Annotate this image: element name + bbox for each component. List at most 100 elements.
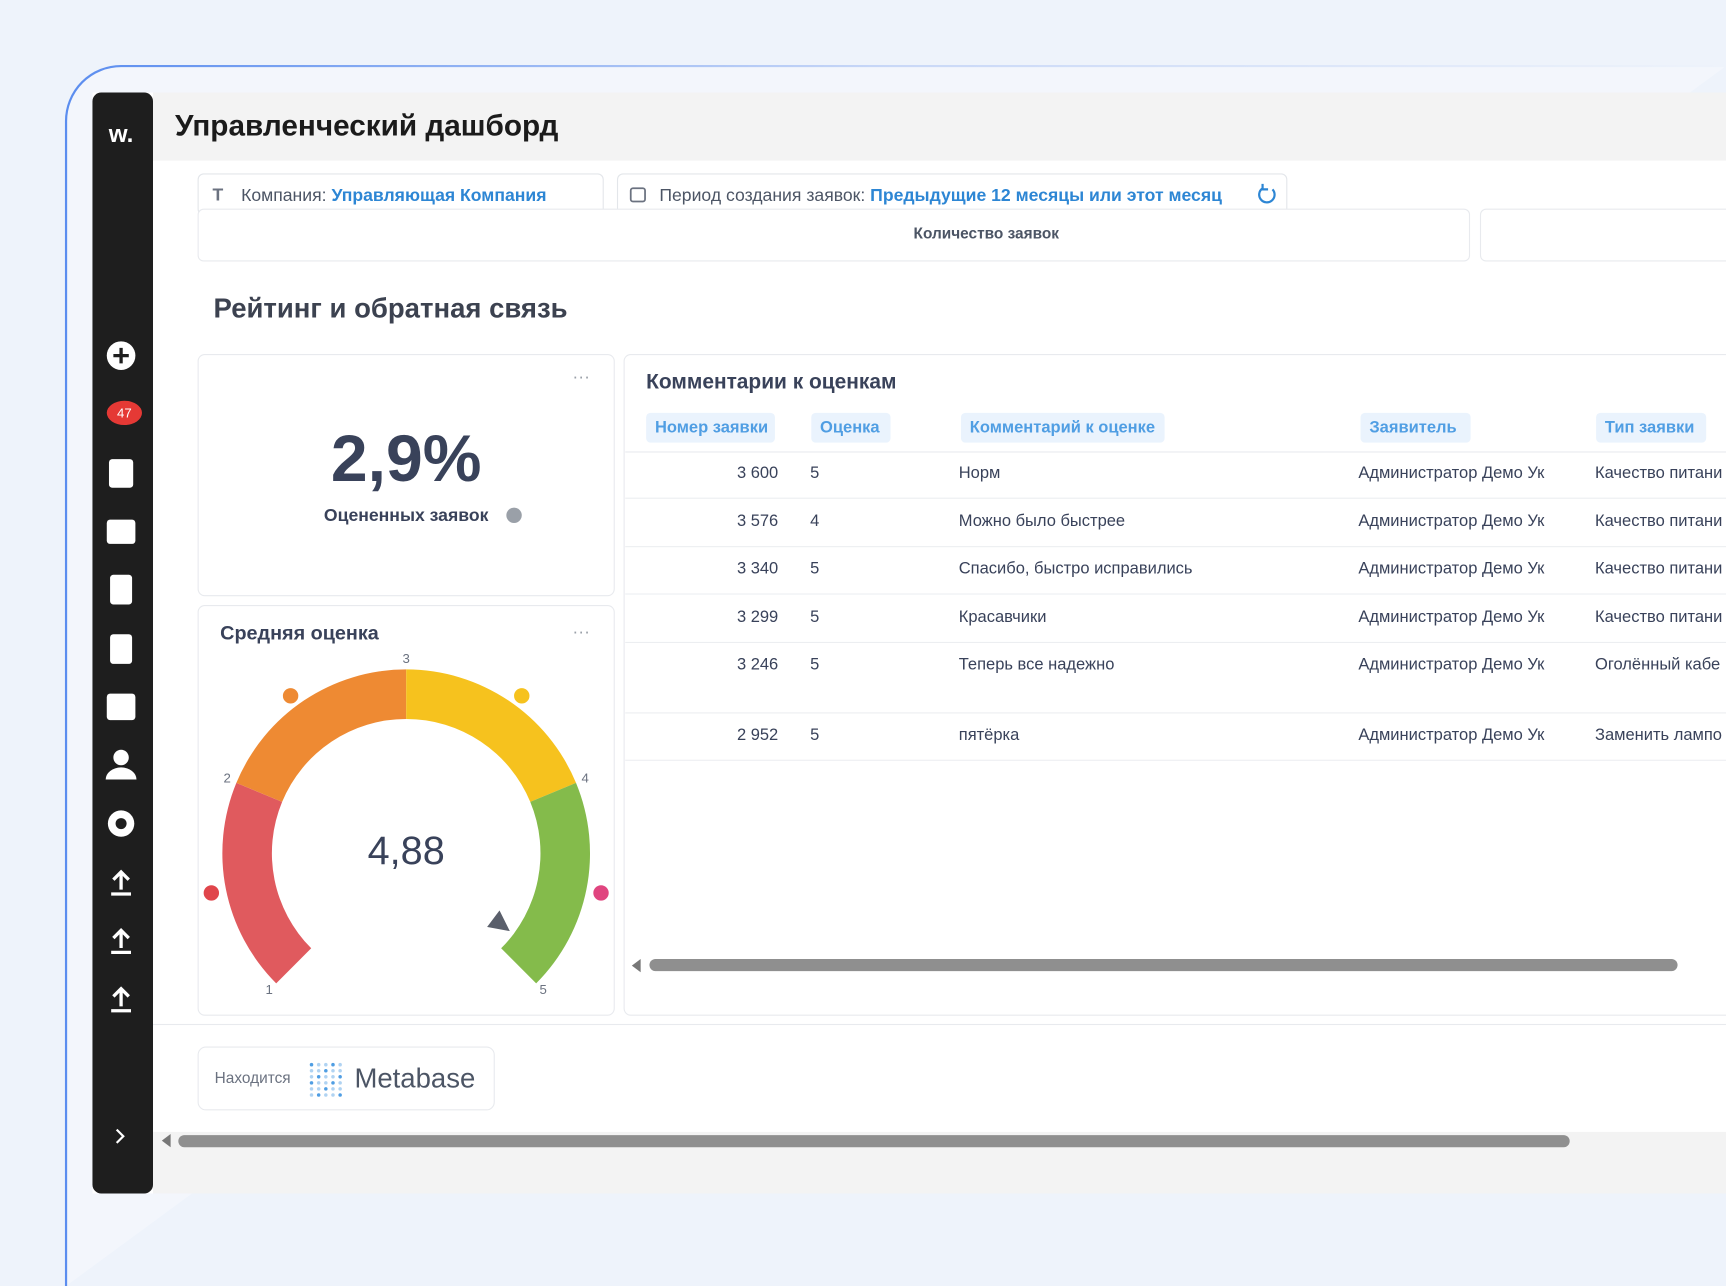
nav-tasks[interactable] bbox=[110, 634, 132, 664]
logo-dot bbox=[331, 1069, 335, 1073]
table-cell: Оголённый кабе bbox=[1595, 655, 1720, 673]
table-cell: 5 bbox=[810, 655, 819, 673]
nav-archive[interactable] bbox=[107, 694, 136, 720]
nav-user[interactable] bbox=[113, 750, 128, 765]
logo-dot bbox=[331, 1081, 335, 1085]
emoji-love bbox=[593, 885, 608, 900]
logo-dot bbox=[317, 1081, 321, 1085]
filter-period-text: Период создания заявок: Предыдущие 12 ме… bbox=[659, 185, 1222, 205]
logo-dot bbox=[310, 1087, 314, 1091]
logo-dot bbox=[310, 1093, 314, 1097]
table-cell: Можно было быстрее bbox=[959, 512, 1125, 530]
gauge-tick-label: 1 bbox=[266, 982, 273, 997]
logo-dot bbox=[324, 1069, 328, 1073]
nav-requests[interactable] bbox=[109, 459, 133, 488]
page-scrollbar[interactable] bbox=[178, 1135, 1569, 1147]
emoji-smile bbox=[514, 688, 529, 703]
logo-dot bbox=[338, 1093, 342, 1097]
logo-dot bbox=[317, 1087, 321, 1091]
logo-dot bbox=[324, 1093, 328, 1097]
section-title: Рейтинг и обратная связь bbox=[214, 293, 568, 324]
column-header[interactable]: Заявитель bbox=[1369, 419, 1456, 437]
logo-dot bbox=[338, 1087, 342, 1091]
logo-dot bbox=[317, 1063, 321, 1067]
logo-dot bbox=[338, 1063, 342, 1067]
row-divider bbox=[625, 712, 1726, 713]
row-divider bbox=[625, 593, 1726, 594]
logo-dot bbox=[324, 1075, 328, 1079]
table-cell: пятёрка bbox=[959, 726, 1020, 744]
logo-dot bbox=[310, 1069, 314, 1073]
column-header[interactable]: Комментарий к оценке bbox=[970, 419, 1155, 437]
column-header[interactable]: Тип заявки bbox=[1605, 419, 1694, 437]
table-cell: 3 299 bbox=[737, 608, 778, 626]
cut-card-mask bbox=[199, 220, 1468, 229]
logo-dot bbox=[338, 1069, 342, 1073]
table-cell: Качество питани bbox=[1595, 608, 1722, 626]
gauge-value: 4,88 bbox=[368, 829, 445, 873]
table-cell: Норм bbox=[959, 464, 1001, 482]
logo-dot bbox=[331, 1075, 335, 1079]
column-header[interactable]: Оценка bbox=[820, 419, 880, 437]
row-divider bbox=[625, 498, 1726, 499]
nav-calendar[interactable] bbox=[107, 520, 136, 544]
gauge-menu[interactable]: ··· bbox=[572, 622, 590, 642]
logo-dot bbox=[317, 1093, 321, 1097]
cut-card bbox=[198, 209, 1469, 261]
logo-dot bbox=[338, 1081, 342, 1085]
table-cell: Администратор Демо Ук bbox=[1358, 560, 1545, 578]
table-cell: 5 bbox=[810, 726, 819, 744]
cut-card-title: Количество заявок bbox=[914, 226, 1060, 243]
logo-dot bbox=[338, 1075, 342, 1079]
table-cell: 3 340 bbox=[737, 560, 778, 578]
kpi-menu[interactable]: ··· bbox=[572, 366, 590, 386]
kpi-label: Оцененных заявок bbox=[324, 505, 489, 525]
logo-dot bbox=[324, 1063, 328, 1067]
nav-reports[interactable] bbox=[110, 575, 132, 605]
row-divider bbox=[625, 642, 1726, 643]
logo-dot bbox=[324, 1081, 328, 1085]
table-cell: Администратор Демо Ук bbox=[1358, 608, 1545, 626]
logo-dot bbox=[310, 1081, 314, 1085]
filter-icon-text: T bbox=[212, 185, 223, 205]
emoji-angry bbox=[204, 885, 219, 900]
table-cell: Администратор Демо Ук bbox=[1358, 464, 1545, 482]
gauge-tick-label: 3 bbox=[403, 651, 410, 666]
info-icon[interactable] bbox=[506, 508, 521, 523]
column-header[interactable]: Номер заявки bbox=[655, 419, 768, 437]
table-cell: 5 bbox=[810, 608, 819, 626]
gauge-tick-label: 4 bbox=[581, 771, 588, 786]
logo-dot bbox=[310, 1075, 314, 1079]
table-cell: 3 246 bbox=[737, 655, 778, 673]
logo-dot bbox=[317, 1069, 321, 1073]
logo: w. bbox=[108, 121, 134, 148]
table-cell: 5 bbox=[810, 464, 819, 482]
header-divider bbox=[625, 451, 1726, 452]
gauge-tick-label: 2 bbox=[224, 771, 231, 786]
table-cell: Спасибо, быстро исправились bbox=[959, 560, 1193, 578]
row-divider bbox=[625, 546, 1726, 547]
logo-dot bbox=[331, 1087, 335, 1091]
table-cell: Качество питани bbox=[1595, 560, 1722, 578]
logo-dot bbox=[331, 1093, 335, 1097]
table-cell: Красавчики bbox=[959, 608, 1047, 626]
table-cell: Администратор Демо Ук bbox=[1358, 655, 1545, 673]
logo-dot bbox=[324, 1087, 328, 1091]
logo-dot bbox=[331, 1063, 335, 1067]
footer-divider bbox=[153, 1024, 1726, 1025]
table-cell: Заменить лампо bbox=[1595, 726, 1722, 744]
page-title: Управленческий дашборд bbox=[175, 110, 558, 143]
logo-dot bbox=[310, 1063, 314, 1067]
table-cell: Администратор Демо Ук bbox=[1358, 512, 1545, 530]
gauge-tick-label: 5 bbox=[540, 982, 547, 997]
table-cell: 4 bbox=[810, 512, 819, 530]
table-scrollbar[interactable] bbox=[649, 959, 1677, 971]
cut-card-2 bbox=[1481, 209, 1726, 261]
settings-hole bbox=[116, 818, 127, 829]
table-card bbox=[624, 355, 1726, 1016]
gauge-title: Средняя оценка bbox=[220, 622, 380, 644]
table-cell: Качество питани bbox=[1595, 512, 1722, 530]
bottom-bar bbox=[153, 1149, 1726, 1193]
